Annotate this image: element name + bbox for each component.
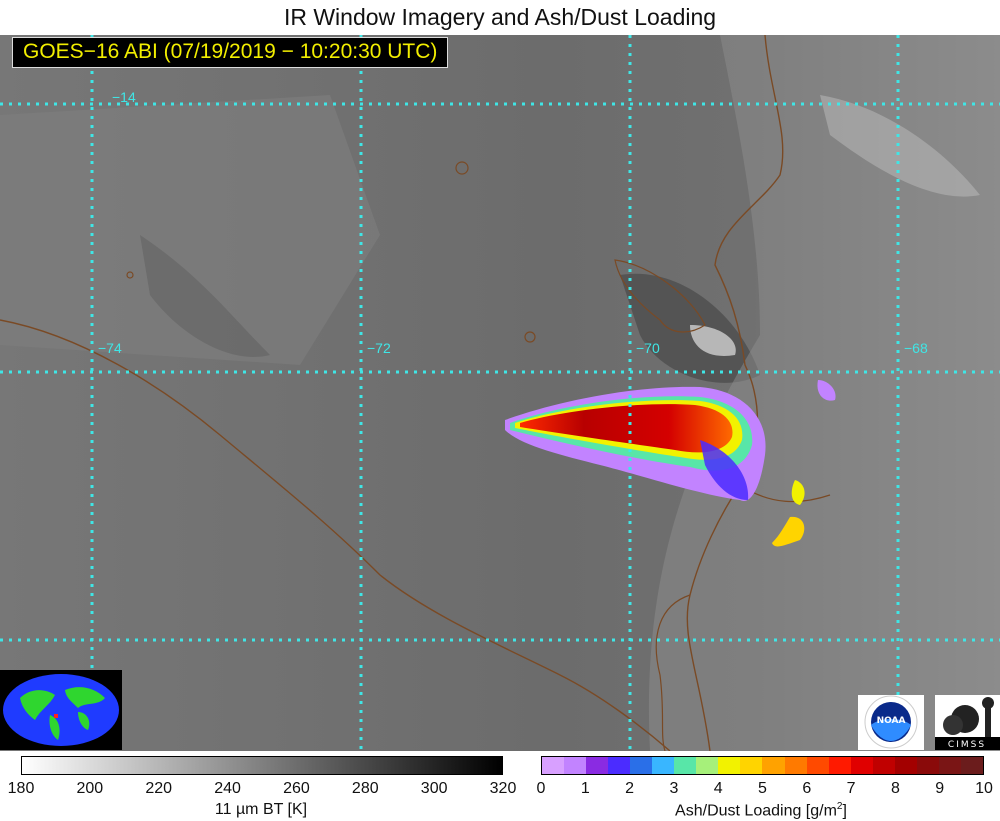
ash-tick-label: 7 xyxy=(846,780,856,797)
ash-colorbar-segment xyxy=(806,757,829,774)
ash-tick-label: 1 xyxy=(580,780,590,797)
ash-colorbar-segment xyxy=(608,757,631,774)
ash-tick-label: 8 xyxy=(890,780,900,797)
ash-colorbar-segment xyxy=(762,757,785,774)
ash-colorbar xyxy=(541,756,984,775)
ash-tick-label: 5 xyxy=(758,780,767,797)
chart-title: IR Window Imagery and Ash/Dust Loading xyxy=(283,4,717,30)
svg-text:CIMSS: CIMSS xyxy=(948,740,986,750)
ir-tick-label: 280 xyxy=(351,780,379,797)
ash-colorbar-label: Ash/Dust Loading [g/m2] xyxy=(675,801,847,820)
ir-tick-label: 180 xyxy=(7,780,35,797)
ir-tick-label: 320 xyxy=(489,780,517,797)
ash-colorbar-segment xyxy=(850,757,873,774)
ash-colorbar-segment xyxy=(938,757,961,774)
ash-tick-label: 0 xyxy=(536,780,546,797)
ash-colorbar-segment xyxy=(960,757,983,774)
ir-tick-label: 220 xyxy=(145,780,173,797)
ash-colorbar-segment xyxy=(718,757,741,774)
ash-colorbar-segment xyxy=(674,757,697,774)
ash-colorbar-segment xyxy=(894,757,917,774)
ash-tick-label: 2 xyxy=(625,780,635,797)
ash-tick-label: 10 xyxy=(975,780,993,797)
ir-tick-label: 300 xyxy=(420,780,448,797)
cimss-logo-icon: CIMSS xyxy=(935,695,1000,750)
lake-outline xyxy=(614,259,706,333)
ash-colorbar-segment xyxy=(872,757,895,774)
ash-tick-label: 4 xyxy=(713,780,723,797)
lon-label: −68 xyxy=(904,340,928,356)
ash-colorbar-segment xyxy=(630,757,653,774)
ash-colorbar-segment xyxy=(916,757,939,774)
ash-colorbar-segment xyxy=(740,757,763,774)
noaa-logo-icon: NOAA xyxy=(858,695,924,750)
lat-label: −14 xyxy=(112,89,136,105)
ir-tick-label: 260 xyxy=(283,780,310,797)
ash-tick-label: 6 xyxy=(802,780,812,797)
ir-tick-label: 240 xyxy=(214,780,241,797)
ash-colorbar-segment xyxy=(564,757,587,774)
ash-tick-label: 9 xyxy=(935,780,945,797)
lon-label: −72 xyxy=(367,340,391,356)
ash-tick-label: 3 xyxy=(669,780,679,797)
ash-colorbar-segment xyxy=(784,757,807,774)
ash-colorbar-segment xyxy=(828,757,851,774)
ir-colorbar xyxy=(21,756,503,775)
svg-text:NOAA: NOAA xyxy=(877,716,906,726)
satellite-map: −14 −74 −72 −70 −68 xyxy=(0,35,1000,751)
graticule xyxy=(0,35,1000,751)
coastline xyxy=(0,319,671,751)
map-image xyxy=(0,35,1000,751)
ir-tick-label: 200 xyxy=(76,780,104,797)
ash-colorbar-segment xyxy=(652,757,675,774)
lon-label: −70 xyxy=(636,340,660,356)
ash-colorbar-segment xyxy=(586,757,609,774)
ir-colorbar-label: 11 µm BT [K] xyxy=(214,801,308,818)
lon-label: −74 xyxy=(98,340,122,356)
subtitle-banner: GOES−16 ABI (07/19/2019 − 10:20:30 UTC) xyxy=(12,37,449,68)
globe-inset-icon xyxy=(0,670,122,750)
ash-colorbar-segment xyxy=(542,757,565,774)
ash-colorbar-segment xyxy=(696,757,719,774)
